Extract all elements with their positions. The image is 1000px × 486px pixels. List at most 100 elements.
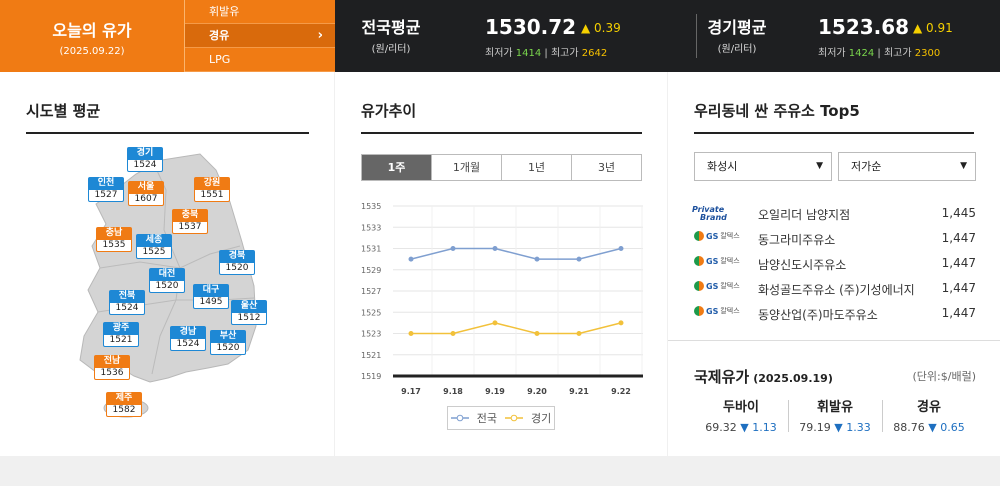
region-badge[interactable]: 대구 1495 — [193, 284, 229, 309]
region-price: 1520 — [210, 342, 246, 355]
station-name: 남양신도시주유소 — [758, 258, 847, 272]
gyeonggi-change: ▲ 0.91 — [913, 21, 953, 35]
data-point — [492, 320, 498, 326]
today-date: (2025.09.22) — [59, 46, 125, 57]
national-change: ▲ 0.39 — [581, 21, 621, 35]
region-name: 충남 — [96, 227, 132, 239]
region-price: 1524 — [170, 338, 206, 351]
divider — [788, 400, 789, 432]
station-price: 1,447 — [941, 306, 976, 320]
region-badge[interactable]: 인천 1527 — [88, 177, 124, 202]
region-badge[interactable]: 세종 1525 — [136, 234, 172, 259]
top5-title: 우리동네 싼 주유소 Top5 — [694, 102, 860, 120]
gyeonggi-price: 1523.68 — [818, 15, 910, 39]
region-name: 울산 — [231, 300, 267, 312]
x-tick-label: 9.19 — [485, 387, 505, 396]
region-badge[interactable]: 제주 1582 — [106, 392, 142, 417]
tab-3year[interactable]: 3년 — [571, 155, 641, 180]
region-price: 1520 — [149, 280, 185, 293]
region-badge[interactable]: 전남 1536 — [94, 355, 130, 380]
today-title: 오늘의 유가 — [52, 21, 132, 40]
gyeonggi-min-max: 최저가 1424 | 최고가 2300 — [818, 48, 941, 59]
brand-text: 칼텍스 — [720, 257, 740, 265]
intl-gasoline: 휘발유 79.19 ▼ 1.33 — [788, 396, 882, 434]
region-price: 1512 — [231, 312, 267, 325]
chevron-right-icon: › — [317, 28, 323, 43]
station-row[interactable]: GS 칼텍스 남양신도시주유소 1,447 — [692, 251, 976, 276]
region-price: 1495 — [193, 296, 229, 309]
national-average: 전국평균 (원/리터) 1530.72 ▲ 0.39 최저가 1414 | 최고… — [335, 0, 695, 72]
legend-swatch-national — [450, 414, 469, 422]
y-tick-label: 1525 — [361, 308, 381, 317]
gyeonggi-min-value: 1424 — [848, 48, 875, 59]
today-oil-price-box: 오늘의 유가 (2025.09.22) — [0, 0, 184, 72]
region-price: 1607 — [128, 193, 164, 206]
region-price: 1582 — [106, 404, 142, 417]
y-tick-label: 1529 — [361, 266, 381, 275]
region-badge[interactable]: 경남 1524 — [170, 326, 206, 351]
region-name: 전북 — [109, 290, 145, 302]
gyeonggi-max-value: 2300 — [914, 48, 941, 59]
region-badge[interactable]: 부산 1520 — [210, 330, 246, 355]
region-select-value: 화성시 — [707, 160, 738, 173]
regional-title: 시도별 평균 — [26, 102, 101, 120]
caret-down-icon: ▼ — [816, 161, 823, 171]
tab-1year[interactable]: 1년 — [501, 155, 571, 180]
intl-diesel-name: 경유 — [917, 400, 941, 415]
region-badge[interactable]: 전북 1524 — [109, 290, 145, 315]
station-row[interactable]: GS 칼텍스 동그라미주유소 1,447 — [692, 226, 976, 251]
region-badge[interactable]: 서울 1607 — [128, 181, 164, 206]
national-max-value: 2642 — [581, 48, 608, 59]
sort-select[interactable]: 저가순 ▼ — [838, 152, 976, 181]
region-badge[interactable]: 강원 1551 — [194, 177, 230, 202]
caret-down-icon: ▼ — [960, 161, 967, 171]
region-name: 인천 — [88, 177, 124, 189]
region-badge[interactable]: 광주 1521 — [103, 322, 139, 347]
region-badge[interactable]: 대전 1520 — [149, 268, 185, 293]
region-badge[interactable]: 울산 1512 — [231, 300, 267, 325]
trend-title: 유가추이 — [361, 102, 417, 120]
brand-text: Private — [692, 205, 725, 214]
region-select[interactable]: 화성시 ▼ — [694, 152, 832, 181]
station-price: 1,447 — [941, 281, 976, 295]
gs-caltex-logo: GS 칼텍스 — [692, 231, 752, 247]
section-divider — [668, 340, 1000, 341]
tab-1month[interactable]: 1개월 — [431, 155, 501, 180]
sort-select-value: 저가순 — [851, 160, 882, 173]
region-name: 부산 — [210, 330, 246, 342]
data-point — [534, 331, 540, 336]
station-row[interactable]: GS 칼텍스 화성골드주유소 (주)기성에너지 1,447 — [692, 276, 976, 301]
brand-text: Brand — [700, 213, 727, 222]
tab-1week[interactable]: 1주 — [362, 155, 431, 180]
fuel-menu-lpg[interactable]: LPG — [185, 48, 335, 72]
intl-oil-title: 국제유가 (2025.09.19) — [694, 366, 833, 387]
gyeonggi-label: 경기평균 — [707, 18, 767, 37]
intl-date: (2025.09.19) — [753, 372, 833, 385]
intl-diesel: 경유 88.76 ▼ 0.65 — [882, 396, 976, 434]
data-point — [408, 256, 414, 262]
region-badge[interactable]: 경북 1520 — [219, 250, 255, 275]
region-badge[interactable]: 충남 1535 — [96, 227, 132, 252]
fuel-menu-gasoline[interactable]: 휘발유 — [185, 0, 335, 24]
series-line — [410, 247, 622, 260]
station-name: 화성골드주유소 (주)기성에너지 — [758, 283, 915, 297]
station-row[interactable]: Private Brand 오일리더 남양지점 1,445 — [692, 201, 976, 226]
region-badge[interactable]: 경기 1524 — [127, 147, 163, 172]
series-line — [411, 322, 622, 335]
data-point — [408, 331, 414, 336]
region-badge[interactable]: 충북 1537 — [172, 209, 208, 234]
intl-dubai-change: ▼ 1.13 — [740, 421, 777, 434]
fuel-menu-diesel[interactable]: 경유 › — [185, 24, 335, 48]
station-row[interactable]: GS 칼텍스 동양산업(주)마도주유소 1,447 — [692, 301, 976, 326]
x-tick-label: 9.18 — [443, 387, 463, 396]
title-underline — [26, 132, 309, 134]
fuel-type-menu: 휘발유 경유 › LPG — [184, 0, 335, 72]
top-bar: 오늘의 유가 (2025.09.22) 휘발유 경유 › LPG 전국평균 (원/… — [0, 0, 1000, 72]
brand-text: GS — [706, 306, 719, 316]
region-price: 1535 — [96, 239, 132, 252]
x-tick-label: 9.22 — [611, 387, 631, 396]
x-tick-label: 9.17 — [401, 387, 421, 396]
gs-caltex-logo: GS 칼텍스 — [692, 306, 752, 322]
y-tick-label: 1523 — [361, 330, 381, 339]
chart-legend: 전국 경기 — [447, 406, 555, 430]
